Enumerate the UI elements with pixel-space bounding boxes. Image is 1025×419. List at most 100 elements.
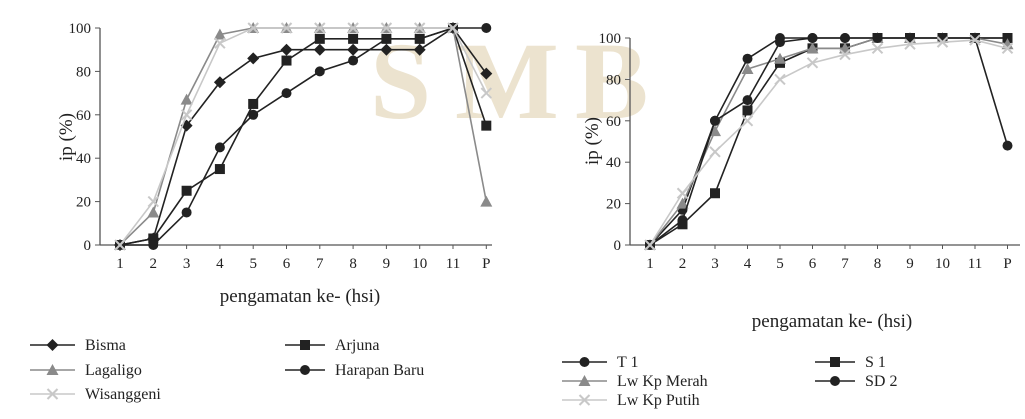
data-point: [214, 37, 226, 49]
legend-marker: [830, 357, 840, 367]
data-point-stroke-b: [871, 42, 884, 55]
y-tick-label: 60: [606, 114, 621, 130]
x-tick-label: 9: [383, 256, 391, 272]
y-tick-label: 40: [76, 151, 91, 167]
series-harapan-baru: [115, 23, 492, 250]
series-line: [649, 39, 1008, 246]
data-point: [381, 33, 392, 44]
data-point: [709, 125, 721, 137]
data-point: [904, 38, 916, 50]
data-point-stroke-b: [480, 87, 493, 99]
data-point-stroke-b: [247, 22, 259, 34]
data-point: [481, 120, 492, 131]
legend-marker: [579, 357, 590, 367]
y-tick-label: 20: [76, 195, 91, 211]
data-point: [147, 195, 160, 208]
x-tick-label: 5: [776, 256, 784, 272]
legend-entry: S 1: [815, 354, 886, 371]
x-tick-label: 11: [446, 256, 460, 272]
data-point: [247, 52, 260, 65]
data-point: [280, 43, 293, 56]
data-point: [480, 67, 493, 80]
data-point: [447, 22, 459, 34]
legend-entry: Harapan Baru: [285, 362, 424, 379]
y-axis-title: ip (%): [56, 113, 77, 161]
data-point: [481, 23, 492, 33]
series-bisma: [114, 22, 493, 251]
data-point-stroke-b: [904, 38, 916, 50]
data-point: [839, 48, 851, 61]
data-point: [480, 195, 493, 207]
series-line: [120, 27, 487, 246]
chart-left: 0 20 40 60 80 100 1 2 3 4 5 6 7 8 9 10 11 Pip (%) pengamat…: [30, 21, 493, 403]
data-point: [676, 197, 689, 209]
data-point: [644, 239, 656, 251]
data-point-stroke-b: [214, 37, 226, 49]
x-tick-label: 9: [906, 256, 914, 272]
legend-marker: [300, 340, 310, 350]
data-point-stroke-b: [806, 57, 819, 69]
data-point-stroke-b: [936, 36, 949, 48]
data-point: [742, 95, 753, 106]
legend-entry: Bisma: [30, 337, 126, 354]
legend-marker: [46, 364, 59, 375]
x-tick-label: 3: [183, 256, 191, 272]
data-point: [347, 43, 360, 56]
data-point: [936, 36, 949, 48]
legend-marker: [578, 394, 591, 406]
legend-label: Wisanggeni: [85, 386, 161, 403]
data-point: [214, 164, 225, 175]
data-point: [248, 98, 259, 109]
legend-entry: Arjuna: [285, 337, 379, 354]
data-point: [710, 115, 720, 126]
legend-label: Arjuna: [335, 337, 379, 354]
x-tick-label: 11: [968, 256, 982, 272]
x-tick-label: P: [482, 256, 490, 272]
legend-entry: Lw Kp Putih: [562, 392, 700, 409]
series-arjuna: [115, 23, 492, 250]
data-point: [871, 42, 884, 55]
data-point: [806, 42, 819, 54]
legend-label: T 1: [617, 354, 638, 371]
data-point: [148, 233, 159, 244]
data-point: [774, 73, 786, 86]
data-point: [413, 22, 426, 34]
data-point-stroke-b: [314, 22, 326, 34]
x-tick-label: 6: [283, 256, 291, 272]
legend-label: SD 2: [865, 373, 897, 390]
series-line: [649, 37, 1008, 246]
data-point: [807, 33, 818, 43]
data-point: [280, 22, 293, 34]
data-point: [180, 109, 193, 121]
legend-marker: [300, 365, 310, 375]
x-tick-label: 3: [711, 256, 719, 272]
data-point-stroke-b: [380, 22, 393, 34]
data-point: [742, 53, 753, 64]
data-point: [114, 239, 126, 251]
data-point: [1002, 33, 1013, 43]
x-tick-label: 8: [874, 256, 882, 272]
legend-marker: [46, 339, 59, 351]
x-tick-label: P: [1003, 256, 1011, 272]
data-point-stroke-b: [280, 22, 293, 34]
data-point: [414, 33, 425, 44]
x-tick-label: 1: [116, 256, 124, 272]
x-tick-label: 7: [316, 256, 324, 272]
data-point: [313, 43, 326, 56]
y-tick-label: 100: [599, 31, 622, 47]
data-point: [214, 142, 225, 153]
x-tick-label: 10: [935, 256, 950, 272]
x-tick-label: 5: [249, 256, 257, 272]
y-tick-label: 0: [614, 238, 622, 254]
series-lw-kp-merah: [644, 32, 1014, 250]
legend-label: S 1: [865, 354, 886, 371]
data-point-stroke-b: [969, 34, 981, 46]
data-point: [148, 240, 159, 250]
series-wisanggeni: [114, 22, 493, 251]
x-axis-title: pengamatan ke- (hsi): [752, 311, 912, 332]
x-tick-label: 4: [216, 256, 224, 272]
data-point-stroke-b: [413, 22, 426, 34]
x-tick-label: 10: [412, 256, 427, 272]
series-s-1: [645, 33, 1013, 250]
